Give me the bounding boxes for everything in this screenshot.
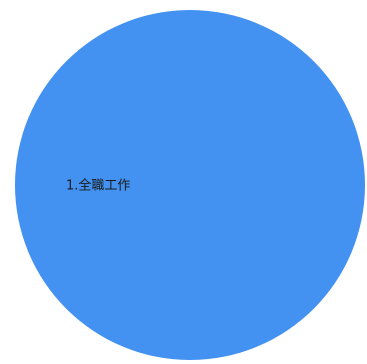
slices-layer: [15, 10, 365, 360]
labels-layer: 1.全職工作: [66, 178, 130, 194]
pie-slice-label-1: 1.全職工作: [66, 178, 130, 194]
pie-slice-1[interactable]: [15, 10, 365, 360]
